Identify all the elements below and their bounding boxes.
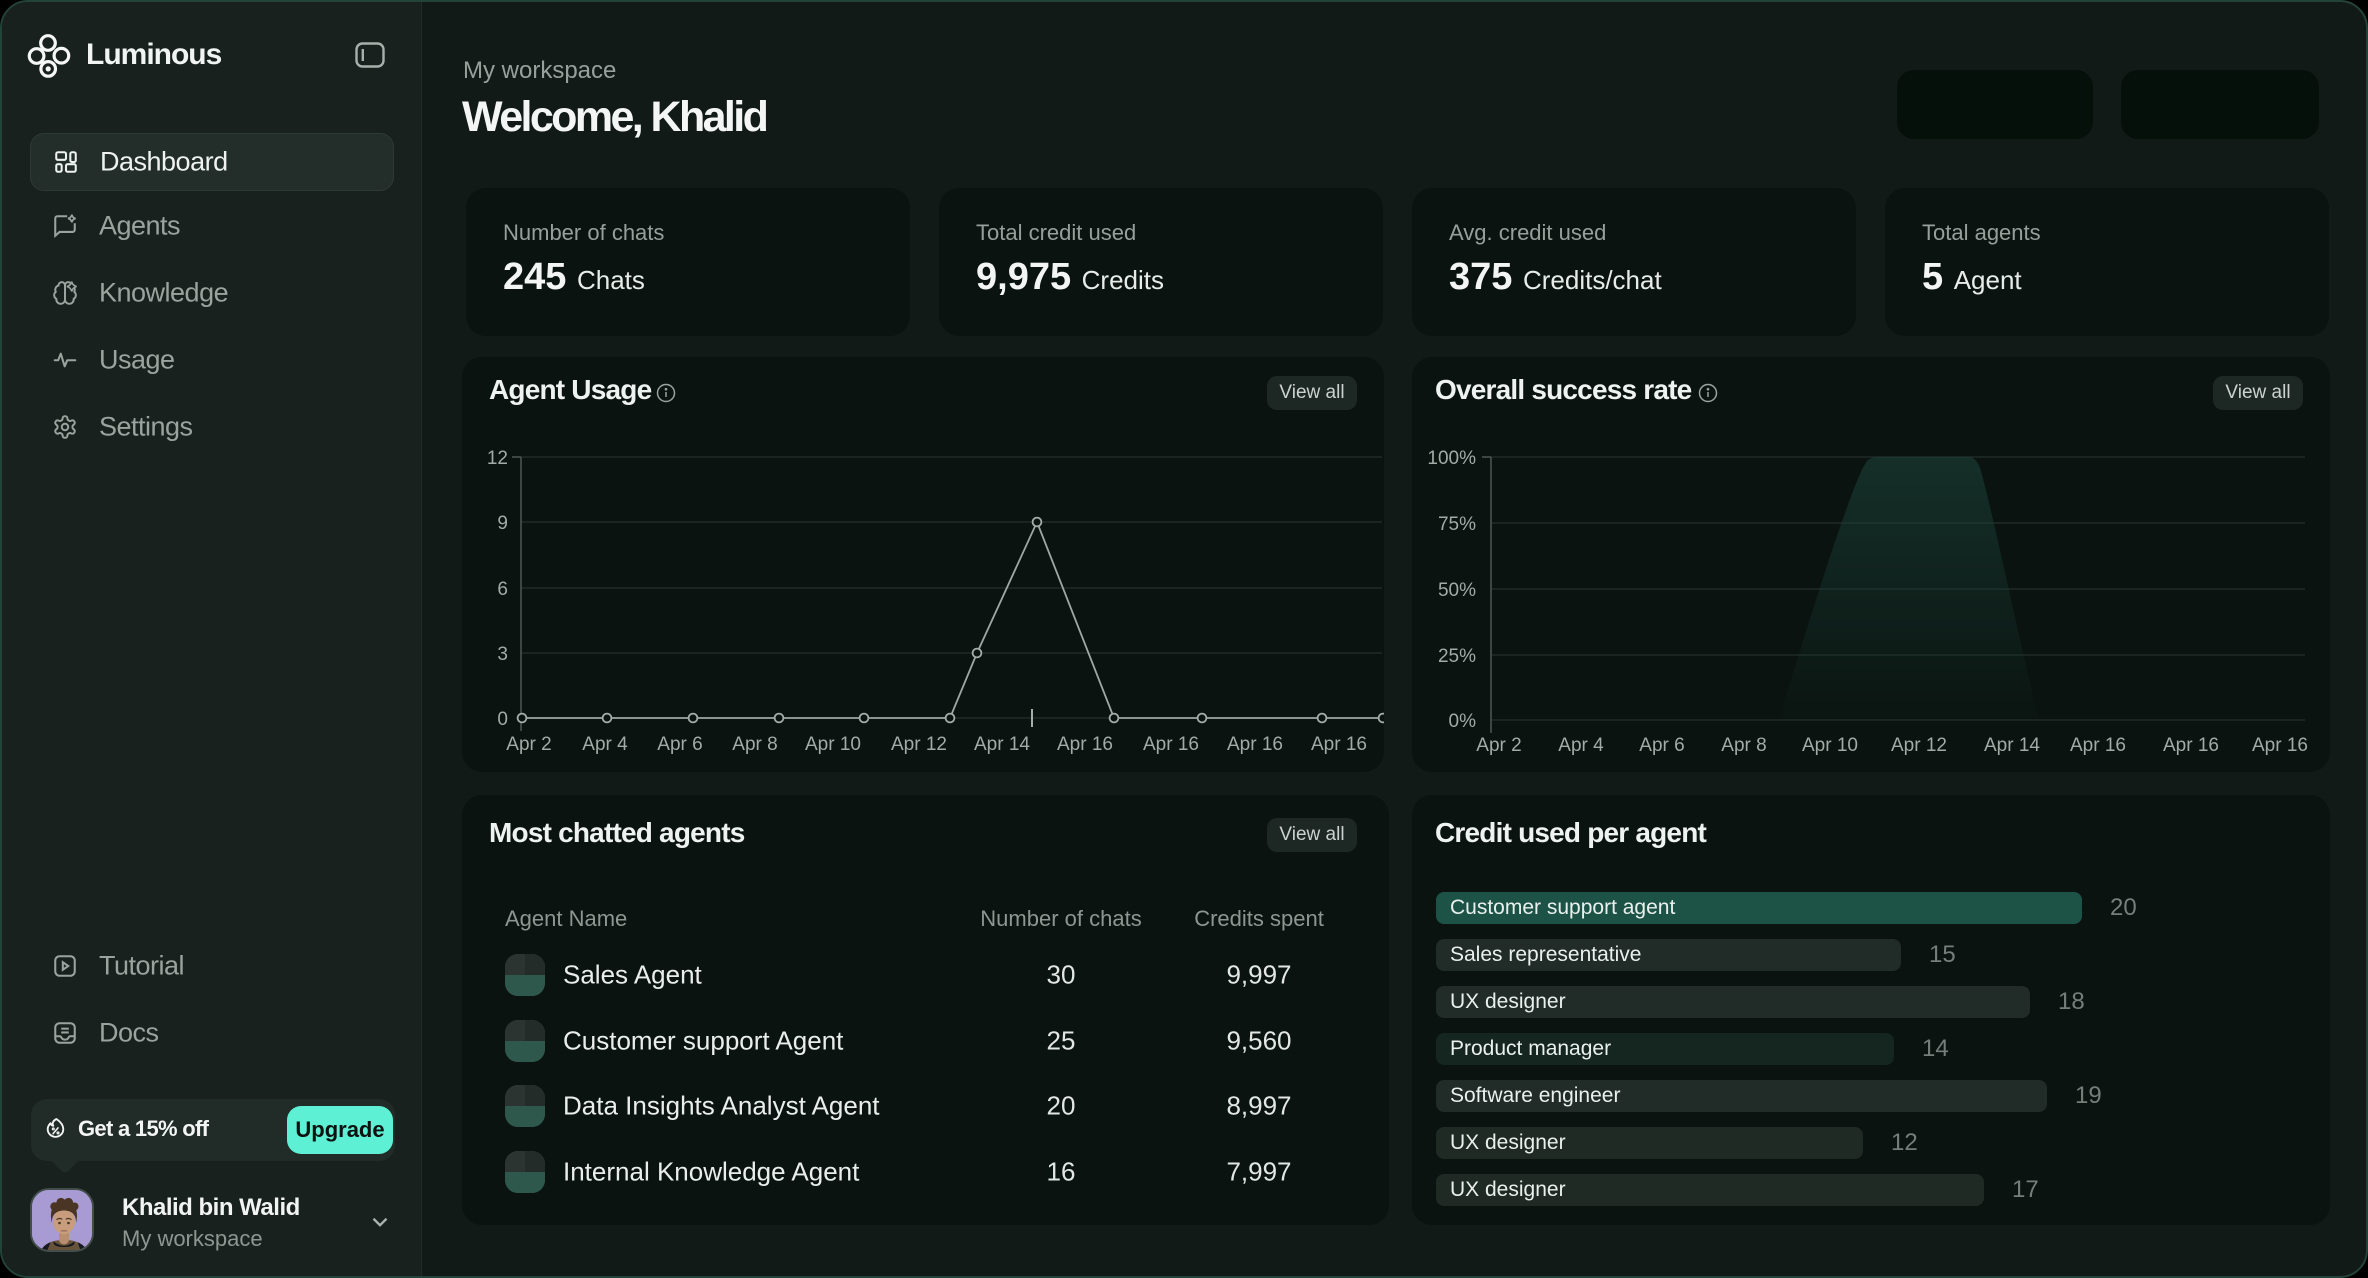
svg-text:12: 12	[487, 448, 508, 469]
svg-text:Apr 16: Apr 16	[1143, 734, 1199, 755]
svg-text:Apr 6: Apr 6	[1639, 735, 1684, 756]
svg-text:Apr 14: Apr 14	[1984, 735, 2040, 756]
svg-text:Apr 16: Apr 16	[1227, 734, 1283, 755]
svg-text:9: 9	[497, 513, 508, 534]
svg-text:Apr 16: Apr 16	[1057, 734, 1113, 755]
svg-text:0: 0	[497, 709, 508, 730]
svg-text:Apr 10: Apr 10	[1802, 735, 1858, 756]
svg-text:6: 6	[497, 579, 508, 600]
svg-text:Apr 16: Apr 16	[2252, 735, 2308, 756]
svg-text:Apr 8: Apr 8	[732, 734, 777, 755]
svg-text:Apr 12: Apr 12	[1891, 735, 1947, 756]
svg-text:Apr 10: Apr 10	[805, 734, 861, 755]
svg-text:Apr 6: Apr 6	[657, 734, 702, 755]
svg-text:Apr 2: Apr 2	[506, 734, 551, 755]
svg-text:Apr 4: Apr 4	[1558, 735, 1604, 756]
svg-text:50%: 50%	[1438, 580, 1476, 601]
svg-text:Apr 2: Apr 2	[1476, 735, 1521, 756]
svg-text:3: 3	[497, 644, 508, 665]
svg-text:100%: 100%	[1427, 448, 1476, 469]
svg-text:Apr 14: Apr 14	[974, 734, 1030, 755]
svg-text:Apr 16: Apr 16	[2070, 735, 2126, 756]
svg-text:75%: 75%	[1438, 514, 1476, 535]
svg-text:Apr 4: Apr 4	[582, 734, 628, 755]
svg-text:0%: 0%	[1449, 711, 1477, 732]
svg-text:Apr 8: Apr 8	[1721, 735, 1766, 756]
svg-text:Apr 16: Apr 16	[1311, 734, 1367, 755]
svg-text:Apr 16: Apr 16	[2163, 735, 2219, 756]
svg-text:Apr 12: Apr 12	[891, 734, 947, 755]
svg-text:25%: 25%	[1438, 646, 1476, 667]
